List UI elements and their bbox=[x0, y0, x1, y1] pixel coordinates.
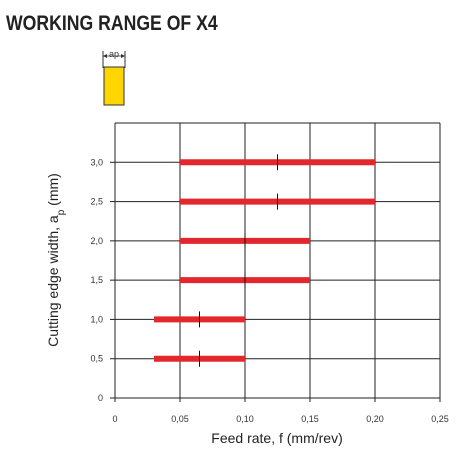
x-axis-title: Feed rate, f (mm/rev) bbox=[211, 430, 342, 446]
x-tick-label: 0,05 bbox=[171, 414, 189, 424]
ap-icon-label: ap bbox=[109, 49, 119, 59]
y-axis-title-main: Cutting edge width, a bbox=[45, 215, 61, 347]
y-axis-title-unit: (mm) bbox=[45, 173, 61, 210]
page-title: WORKING RANGE OF X4 bbox=[6, 12, 218, 35]
x-tick-label: 0,10 bbox=[236, 414, 254, 424]
x-axis-title-text: Feed rate, f (mm/rev) bbox=[211, 430, 342, 446]
x-tick-label: 0,15 bbox=[301, 414, 319, 424]
y-tick-label: 1,0 bbox=[90, 314, 103, 324]
x-tick-label: 0 bbox=[112, 414, 117, 424]
y-tick-label: 1,5 bbox=[90, 275, 103, 285]
y-tick-label: 2,0 bbox=[90, 236, 103, 246]
y-tick-label: 0,5 bbox=[90, 354, 103, 364]
y-tick-label: 2,5 bbox=[90, 197, 103, 207]
y-tick-label: 0 bbox=[98, 393, 103, 403]
cutting-edge-width-icon: ap bbox=[102, 49, 126, 106]
y-axis-title-sub: p bbox=[56, 209, 67, 215]
x-tick-label: 0,20 bbox=[366, 414, 384, 424]
y-tick-label: 3,0 bbox=[90, 157, 103, 167]
y-axis-title: Cutting edge width, ap (mm) bbox=[45, 173, 67, 347]
x-tick-label: 0,25 bbox=[431, 414, 449, 424]
